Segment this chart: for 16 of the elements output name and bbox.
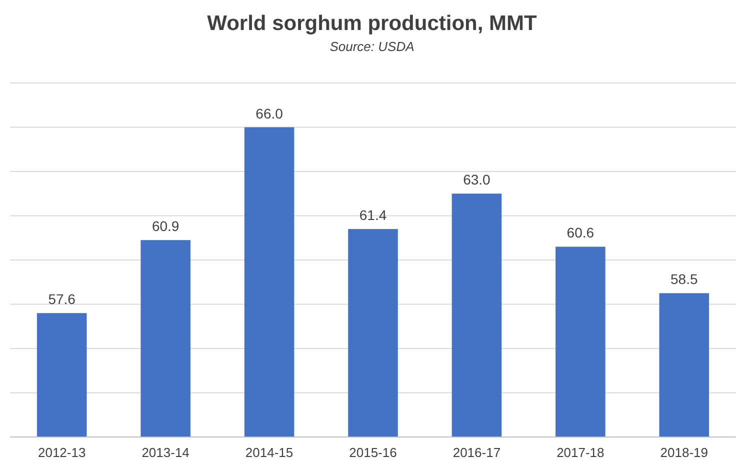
x-tick-label: 2013-14	[142, 445, 190, 460]
chart-subtitle: Source: USDA	[330, 39, 414, 54]
x-tick-label: 2016-17	[452, 445, 501, 460]
data-label: 60.6	[566, 224, 594, 241]
x-tick-label: 2015-16	[349, 445, 397, 460]
data-label: 61.4	[359, 207, 387, 224]
x-tick-label: 2014-15	[245, 445, 294, 460]
x-tick-label: 2017-18	[556, 445, 604, 460]
chart-title: World sorghum production, MMT	[207, 12, 538, 35]
x-tick-label: 2012-13	[38, 445, 86, 460]
x-tick-label: 2018-19	[660, 445, 708, 460]
data-label: 66.0	[256, 105, 284, 122]
data-label: 60.9	[152, 218, 180, 234]
data-label: 63.0	[463, 172, 491, 188]
data-label: 58.5	[670, 271, 698, 288]
data-label: 57.6	[48, 291, 76, 308]
